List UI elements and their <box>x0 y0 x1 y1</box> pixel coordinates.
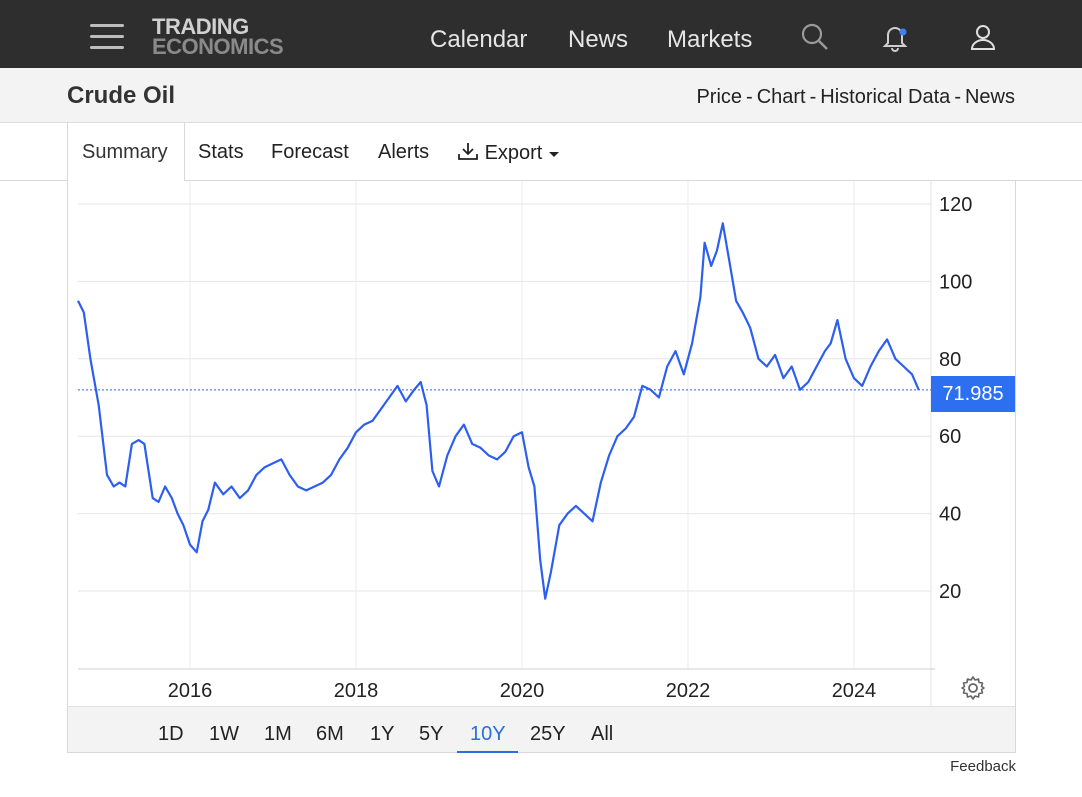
nav-news-link[interactable]: News <box>568 26 629 53</box>
download-icon <box>458 143 478 160</box>
caret-down-icon <box>548 152 559 157</box>
price-link[interactable]: Price <box>696 86 743 108</box>
tab-forecast[interactable]: Forecast <box>271 141 349 163</box>
nav-calendar-link[interactable]: Calendar <box>430 26 528 53</box>
active-range-underline <box>457 751 518 753</box>
range-all[interactable]: All <box>591 723 614 745</box>
range-5y[interactable]: 5Y <box>419 723 444 745</box>
tab-summary-container <box>67 123 185 182</box>
historical-data-link[interactable]: Historical Data <box>820 86 951 108</box>
feedback-link[interactable]: Feedback <box>950 758 1016 775</box>
top-navigation-bar: TRADING ECONOMICS Calendar News Markets <box>0 0 1082 68</box>
range-1m[interactable]: 1M <box>264 723 292 745</box>
search-icon[interactable] <box>800 22 830 52</box>
export-label: Export <box>484 142 543 164</box>
last-price-label: 71.985 <box>931 376 1015 412</box>
user-icon[interactable] <box>968 22 998 52</box>
separator: - <box>809 86 817 108</box>
page-title: Crude Oil <box>67 82 176 109</box>
logo-line1: TRADING <box>152 14 249 39</box>
instrument-subnav: Price - Chart - Historical Data - News <box>696 86 1015 109</box>
tab-alerts[interactable]: Alerts <box>378 141 430 163</box>
news-link[interactable]: News <box>964 86 1015 108</box>
chart-container <box>67 181 1016 753</box>
logo-line2: ECONOMICS <box>152 34 284 59</box>
nav-markets-link[interactable]: Markets <box>667 26 753 53</box>
range-1d[interactable]: 1D <box>158 723 184 745</box>
separator: - <box>954 86 961 108</box>
range-1w[interactable]: 1W <box>209 723 239 745</box>
range-6m[interactable]: 6M <box>316 723 344 745</box>
trading-economics-logo[interactable]: TRADING ECONOMICS <box>152 14 284 59</box>
separator: - <box>746 86 753 108</box>
menu-icon[interactable] <box>90 24 124 50</box>
sub-header <box>0 68 1082 123</box>
time-range-bar: 1D 1W 1M 6M 1Y 5Y 10Y 25Y All <box>68 706 1015 753</box>
export-dropdown[interactable]: Export <box>457 141 560 165</box>
tab-stats[interactable]: Stats <box>198 141 244 163</box>
tab-summary[interactable]: Summary <box>82 141 168 163</box>
range-1y[interactable]: 1Y <box>370 723 395 745</box>
chart-link[interactable]: Chart <box>756 86 806 108</box>
range-25y[interactable]: 25Y <box>530 723 566 745</box>
range-10y[interactable]: 10Y <box>470 723 506 745</box>
bell-icon[interactable] <box>880 22 910 52</box>
gear-icon[interactable] <box>960 675 986 701</box>
